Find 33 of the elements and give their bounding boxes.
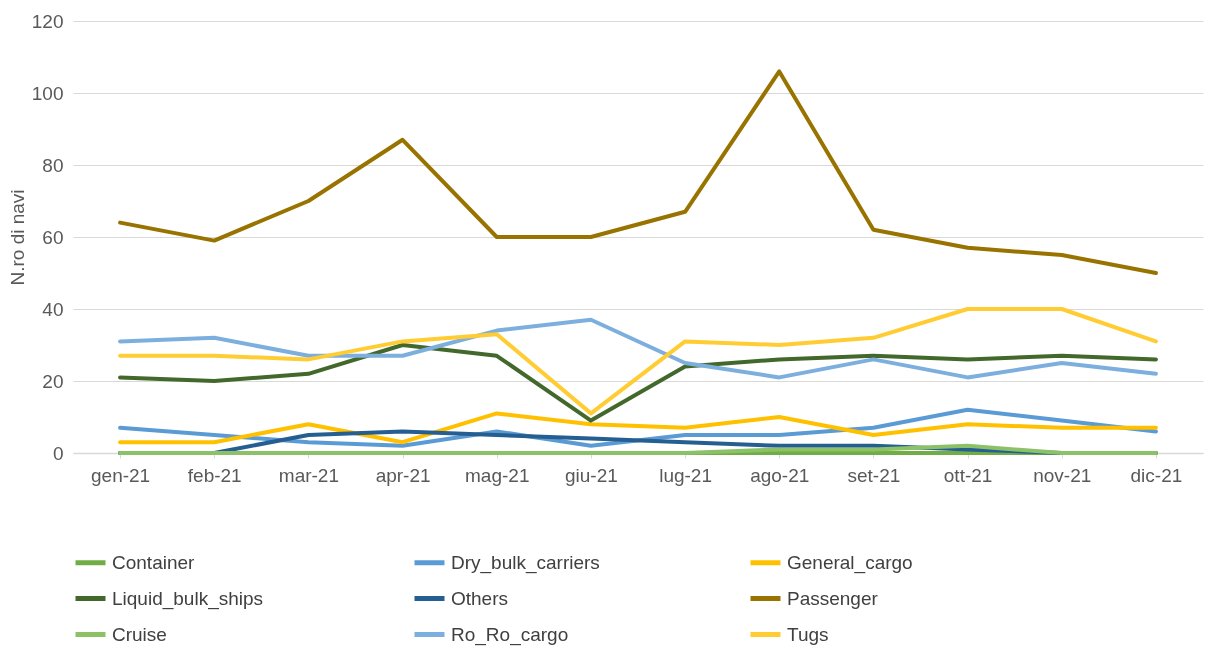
line-series	[118, 343, 1158, 423]
x-tick-label: ott-21	[943, 464, 993, 486]
y-tick-label: 0	[52, 442, 64, 464]
x-tick-label: ago-21	[750, 464, 810, 486]
legend-label: Liquid_bulk_ships	[112, 587, 264, 610]
y-tick-label: 40	[42, 298, 64, 320]
y-tick-label: 20	[42, 370, 64, 392]
legend-label: Dry_bulk_carriers	[451, 551, 600, 574]
x-tick-label: dic-21	[1130, 464, 1183, 486]
x-tick-label: apr-21	[375, 464, 431, 486]
x-tick-label: mar-21	[278, 464, 340, 486]
y-tick-label: 100	[31, 82, 64, 104]
line-series	[118, 317, 1158, 380]
y-axis-title: N.ro di navi	[6, 189, 28, 286]
y-tick-label: 80	[42, 154, 64, 176]
legend-label: Passenger	[787, 587, 879, 609]
x-tick-label: nov-21	[1033, 464, 1092, 486]
legend-label: Cruise	[112, 623, 167, 645]
line-series	[118, 307, 1158, 416]
legend-label: Others	[451, 587, 509, 609]
x-tick-label: gen-21	[91, 464, 151, 486]
legend-label: Container	[112, 551, 196, 573]
y-tick-label: 120	[31, 10, 64, 32]
x-tick-label: lug-21	[659, 464, 712, 486]
legend-label: General_cargo	[787, 551, 913, 574]
legend-label: Tugs	[787, 623, 829, 645]
line-series	[118, 69, 1158, 275]
x-tick-label: feb-21	[187, 464, 242, 486]
x-tick-label: mag-21	[465, 464, 530, 486]
y-tick-label: 60	[42, 226, 64, 248]
x-tick-label: giu-21	[565, 464, 618, 486]
x-tick-label: set-21	[847, 464, 901, 486]
legend-label: Ro_Ro_cargo	[451, 623, 569, 646]
